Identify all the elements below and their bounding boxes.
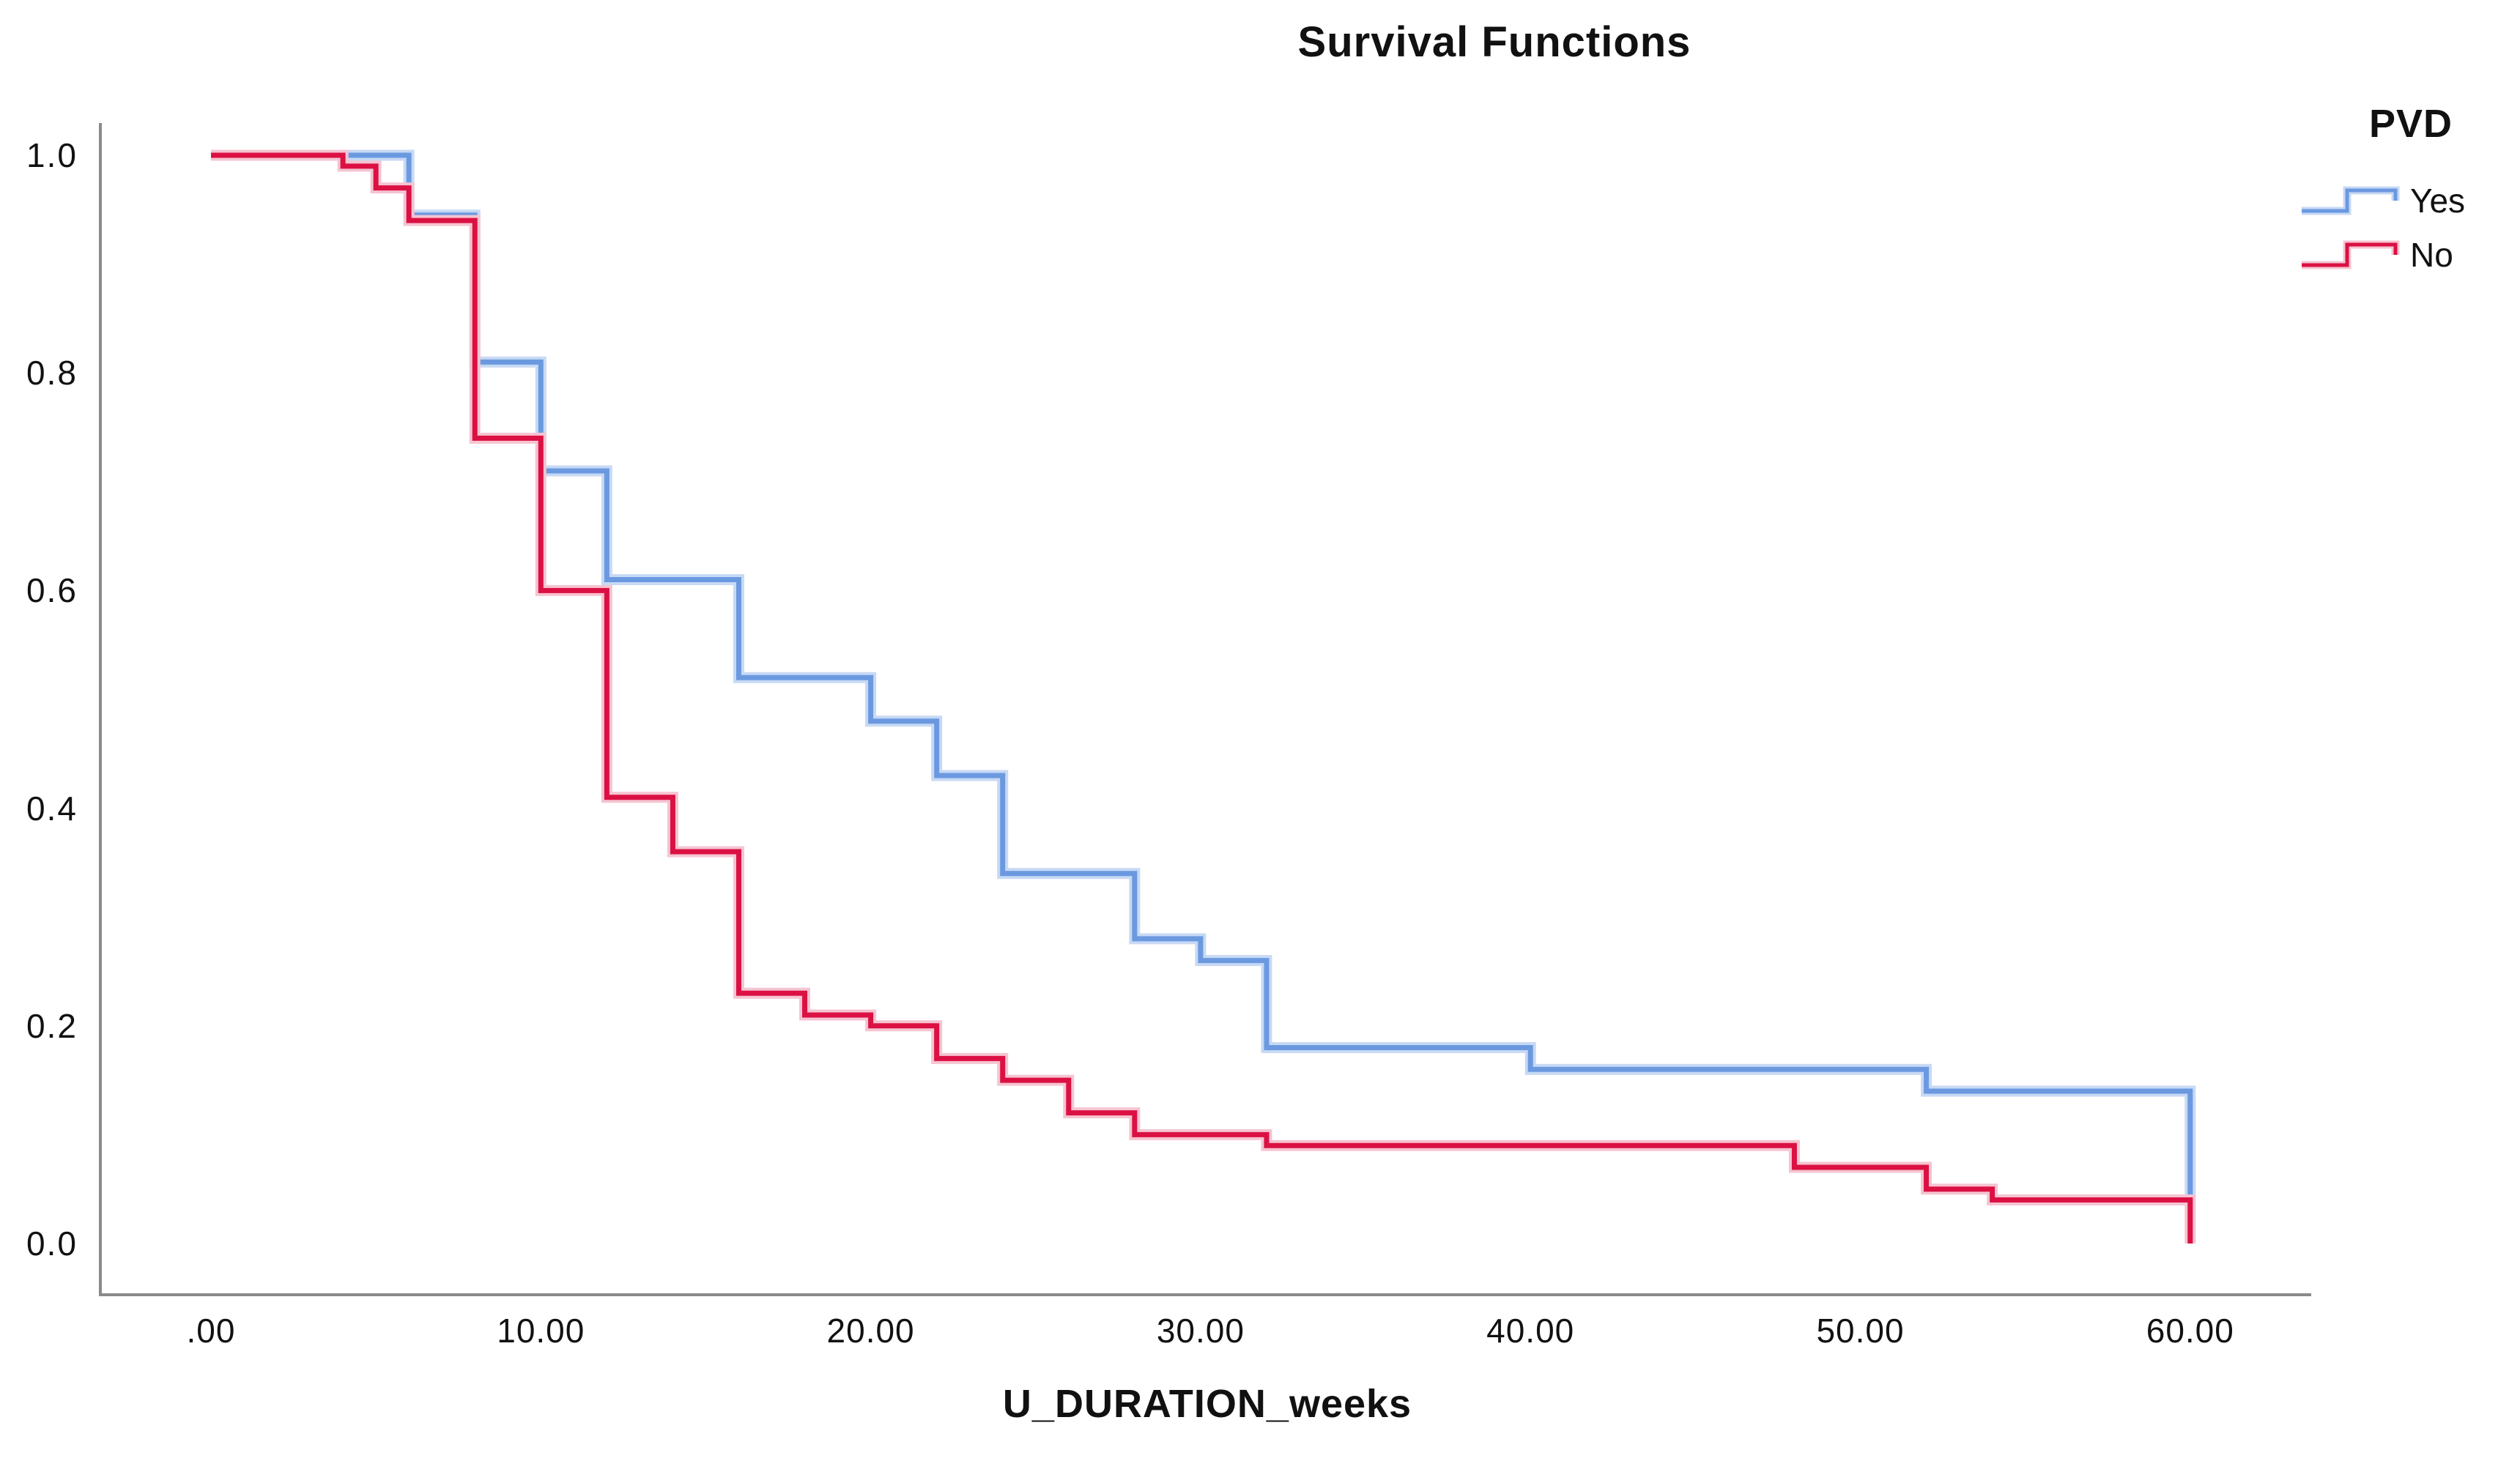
x-tick-label: 30.00: [1156, 1312, 1245, 1350]
x-tick-label: 10.00: [497, 1312, 585, 1350]
axis-lines: [99, 123, 2311, 1296]
legend: PVD Yes No: [2299, 101, 2519, 286]
x-tick-label: 50.00: [1816, 1312, 1905, 1350]
legend-entry-label: Yes: [2410, 182, 2466, 220]
legend-glyph-core: [2302, 188, 2398, 213]
y-tick-label: 0.4: [26, 789, 78, 828]
survival-curve-yes-halo: [211, 149, 2196, 1200]
chart-title: Survival Functions: [1297, 18, 1691, 66]
survival-curves: [211, 149, 2196, 1243]
legend-line-glyph: [2302, 186, 2400, 215]
y-tick-label: 0.0: [26, 1224, 78, 1263]
y-tick-label: 0.2: [26, 1006, 78, 1045]
legend-entries: Yes No: [2299, 177, 2519, 278]
y-tick-label: 1.0: [26, 136, 78, 174]
y-tick-label: 0.8: [26, 354, 78, 393]
legend-line-glyph: [2302, 240, 2400, 269]
survival-curve-no-core: [211, 152, 2193, 1243]
legend-entry: Yes: [2299, 177, 2519, 224]
survival-curve-yes-core: [211, 152, 2193, 1200]
x-axis-title: U_DURATION_weeks: [1002, 1382, 1412, 1426]
x-tick-label: .00: [186, 1312, 236, 1350]
legend-glyph-core: [2302, 242, 2398, 267]
x-tick-label: 60.00: [2146, 1312, 2234, 1350]
y-tick-label: 0.6: [26, 571, 78, 610]
legend-entry-label: No: [2410, 236, 2453, 274]
x-tick-label: 20.00: [826, 1312, 915, 1350]
survival-curve-no-halo: [211, 149, 2196, 1243]
legend-title: PVD: [2369, 102, 2453, 146]
legend-entry: No: [2299, 231, 2519, 278]
x-tick-label: 40.00: [1486, 1312, 1575, 1350]
